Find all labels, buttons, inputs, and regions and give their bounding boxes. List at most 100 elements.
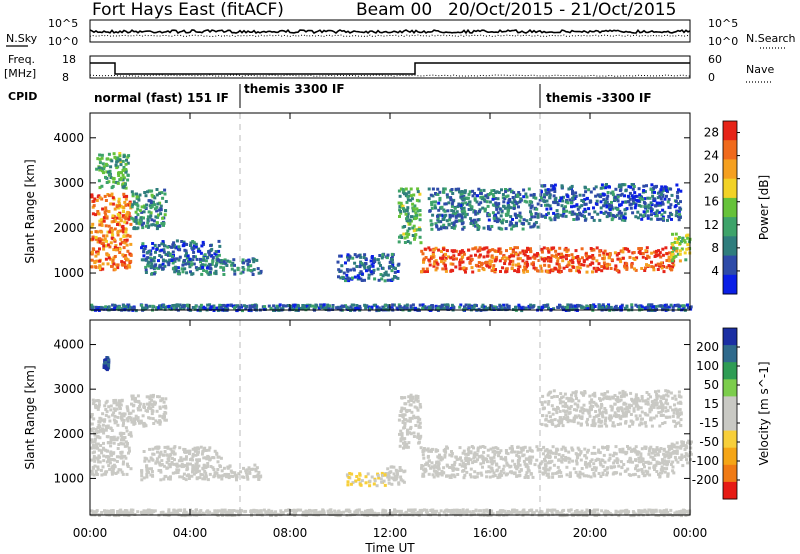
data-cell — [512, 191, 516, 195]
data-cell — [195, 460, 199, 464]
data-cell — [553, 255, 557, 258]
data-cell — [116, 470, 120, 474]
data-cell — [148, 397, 152, 401]
data-cell — [450, 188, 454, 191]
data-cell — [540, 250, 544, 254]
data-cell — [142, 476, 146, 480]
data-cell — [650, 183, 654, 187]
data-cell — [244, 471, 248, 474]
data-cell — [450, 463, 454, 467]
data-cell — [445, 219, 449, 223]
data-cell — [98, 161, 102, 165]
data-cell — [510, 445, 514, 448]
data-cell — [386, 278, 390, 282]
data-cell — [427, 187, 431, 191]
data-cell — [107, 358, 111, 362]
data-cell — [659, 264, 663, 268]
data-cell — [446, 195, 450, 199]
data-cell — [617, 252, 621, 255]
data-cell — [539, 193, 543, 196]
data-cell — [99, 468, 103, 472]
data-cell — [664, 460, 668, 464]
data-cell — [346, 483, 350, 487]
data-cell — [136, 213, 140, 217]
data-cell — [472, 459, 476, 463]
data-cell — [551, 445, 555, 449]
data-cell — [571, 192, 574, 196]
data-cell — [121, 159, 125, 163]
data-cell — [406, 198, 410, 202]
data-cell — [661, 187, 665, 191]
data-cell — [545, 207, 549, 211]
data-cell — [175, 257, 179, 261]
data-cell — [615, 461, 619, 464]
data-cell — [191, 467, 195, 471]
data-cell — [167, 477, 170, 481]
data-cell — [549, 218, 553, 222]
data-cell — [443, 202, 447, 206]
data-cell — [554, 253, 558, 257]
data-cell — [128, 265, 132, 269]
data-cell — [98, 416, 102, 420]
data-cell — [450, 202, 454, 206]
data-cell — [664, 450, 668, 454]
data-cell — [340, 304, 344, 308]
data-cell — [511, 248, 515, 252]
data-cell — [427, 472, 431, 476]
data-cell — [455, 257, 458, 261]
data-cell — [672, 263, 676, 267]
data-cell — [667, 264, 671, 268]
data-cell — [167, 305, 171, 309]
data-cell — [146, 190, 149, 194]
data-cell — [398, 208, 402, 212]
data-cell — [556, 215, 560, 219]
data-cell — [346, 253, 350, 257]
data-cell — [651, 457, 655, 461]
data-cell — [167, 462, 171, 466]
data-cell — [493, 214, 496, 218]
data-cell — [560, 184, 564, 188]
data-cell — [388, 260, 392, 264]
data-cell — [533, 222, 537, 226]
data-cell — [547, 468, 551, 472]
data-cell — [110, 264, 113, 268]
data-cell — [475, 475, 479, 479]
data-cell — [518, 257, 522, 261]
data-cell — [474, 220, 478, 224]
data-cell — [150, 218, 154, 222]
data-cell — [602, 253, 606, 257]
data-cell — [639, 247, 643, 250]
data-cell — [487, 465, 491, 469]
data-cell — [400, 432, 404, 436]
data-cell — [107, 464, 111, 468]
data-cell — [301, 307, 305, 311]
data-cell — [608, 453, 612, 457]
data-cell — [580, 204, 584, 208]
data-cell — [102, 171, 105, 175]
data-cell — [592, 303, 596, 307]
data-cell — [675, 183, 679, 187]
data-cell — [630, 306, 634, 309]
data-cell — [118, 401, 122, 405]
data-cell — [591, 261, 595, 265]
data-cell — [457, 187, 461, 191]
data-cell — [406, 428, 410, 432]
data-cell — [135, 221, 139, 225]
data-cell — [411, 396, 415, 400]
data-cell — [352, 268, 356, 272]
data-cell — [208, 263, 212, 267]
data-cell — [674, 204, 678, 207]
data-cell — [525, 265, 529, 269]
data-cell — [577, 304, 581, 308]
data-cell — [676, 237, 680, 241]
data-cell — [157, 259, 160, 263]
data-cell — [90, 446, 94, 450]
data-cell — [665, 194, 668, 198]
data-cell — [116, 231, 120, 234]
data-cell — [194, 471, 198, 474]
data-cell — [202, 456, 206, 460]
data-cell — [91, 235, 95, 239]
data-cell — [487, 193, 491, 197]
data-cell — [650, 251, 654, 255]
data-cell — [509, 247, 513, 250]
